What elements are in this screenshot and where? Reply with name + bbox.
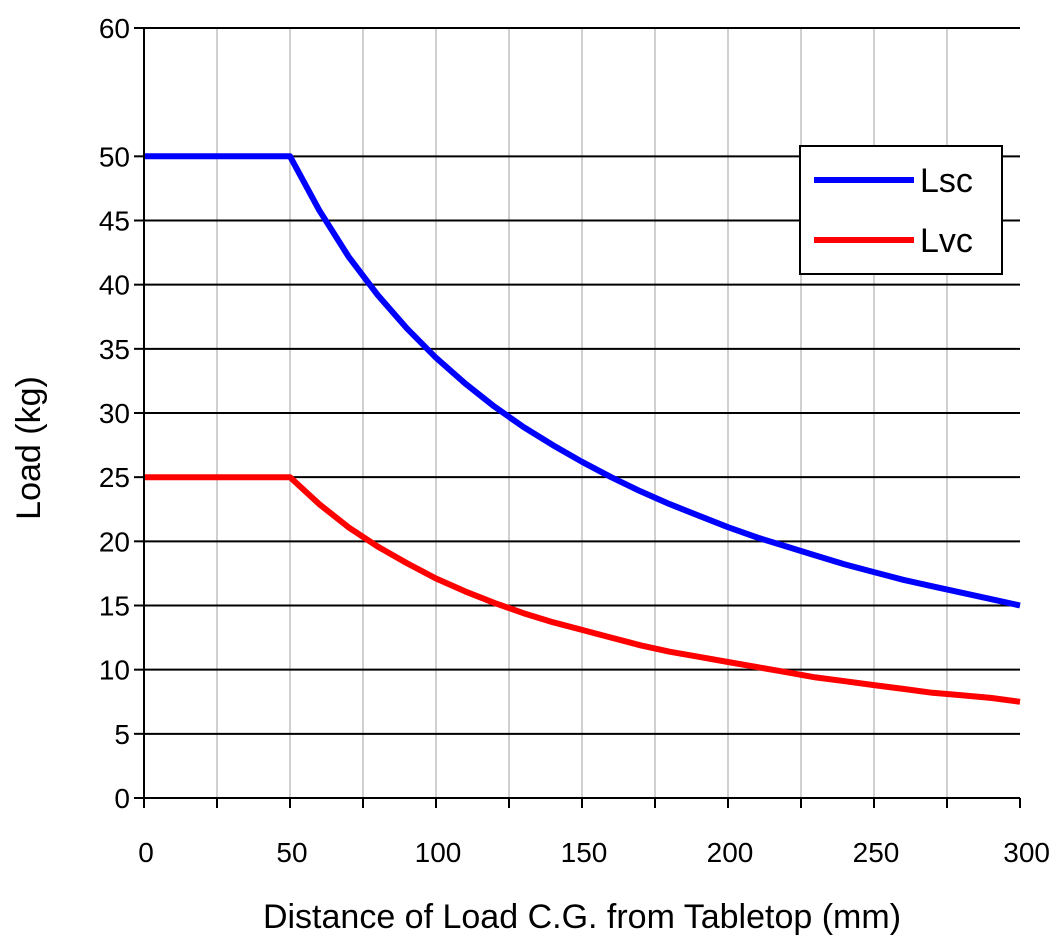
x-axis-title: Distance of Load C.G. from Tabletop (mm) <box>263 898 901 936</box>
x-tick-label: 250 <box>853 837 900 868</box>
y-tick-label: 15 <box>99 591 130 622</box>
y-tick-label: 50 <box>99 141 130 172</box>
y-tick-label: 40 <box>99 270 130 301</box>
legend: Lsc Lvc <box>799 145 1003 275</box>
series-line-lsc <box>144 153 1021 609</box>
y-tick-label: 25 <box>99 462 130 493</box>
y-tick-label: 5 <box>114 719 130 750</box>
y-tick-label: 35 <box>99 334 130 365</box>
y-tick-label: 30 <box>99 398 130 429</box>
axes <box>134 27 1021 808</box>
y-axis-title: Load (kg) <box>10 376 48 520</box>
series-line-lvc <box>144 474 1021 705</box>
y-tick-label: 20 <box>99 526 130 557</box>
x-tick-label: 150 <box>561 837 608 868</box>
y-tick-label: 10 <box>99 655 130 686</box>
x-tick-label: 50 <box>276 837 307 868</box>
grid <box>144 27 1020 798</box>
legend-label-lvc: Lvc <box>920 222 973 260</box>
x-tick-label: 200 <box>707 837 754 868</box>
plot-series <box>144 153 1021 705</box>
x-tick-label: 0 <box>138 837 154 868</box>
y-tick-label: 0 <box>114 783 130 814</box>
legend-label-lsc: Lsc <box>920 162 973 200</box>
y-tick-label: 60 <box>99 13 130 44</box>
tick-labels: 0 5 10 15 20 25 30 35 40 45 50 60 0 50 100 150 200 250 300 <box>99 13 1050 868</box>
legend-box <box>799 145 1003 275</box>
x-tick-label: 100 <box>415 837 462 868</box>
y-tick-label: 45 <box>99 206 130 237</box>
x-tick-label: 300 <box>1003 837 1050 868</box>
